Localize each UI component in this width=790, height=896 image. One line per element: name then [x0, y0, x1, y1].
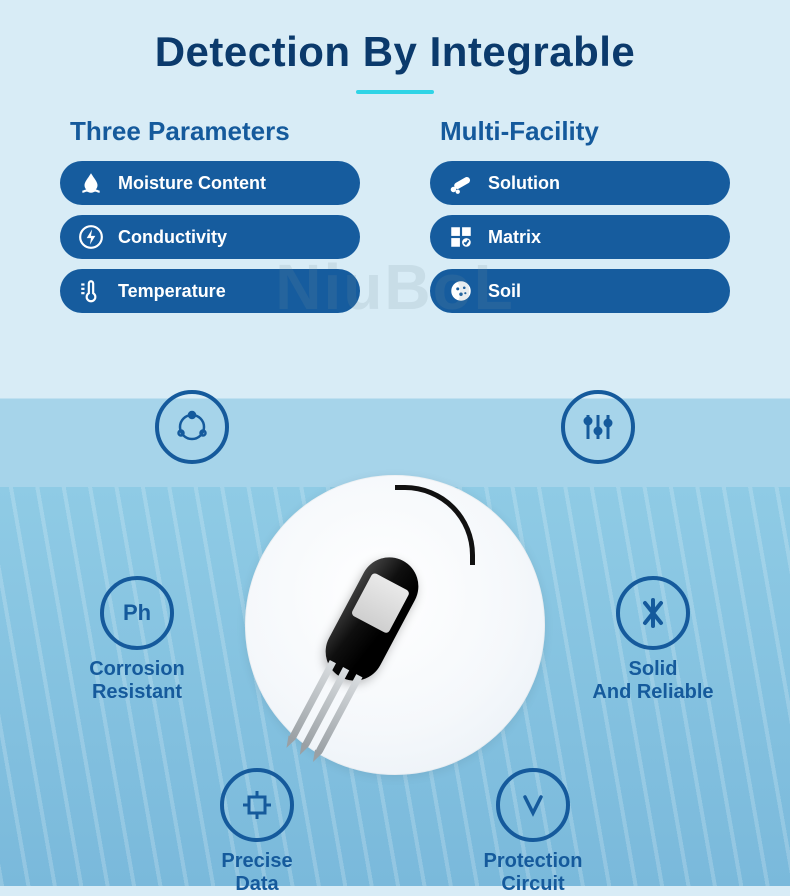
title-underline — [356, 90, 434, 94]
page-title: Detection By Integrable — [0, 0, 790, 76]
columns: Three Parameters Moisture Content Conduc… — [0, 116, 790, 323]
soil-icon — [448, 278, 474, 304]
feature-precise: PreciseData — [172, 768, 342, 896]
left-heading: Three Parameters — [60, 116, 360, 147]
tube-icon — [448, 170, 474, 196]
device-cable — [395, 485, 475, 565]
pill-temperature: Temperature — [60, 269, 360, 313]
pill-label: Conductivity — [118, 227, 227, 248]
feature-caption: ProtectionCircuit — [448, 850, 618, 896]
right-column: Multi-Facility Solution — [430, 116, 730, 323]
page-root: NiuBoL Detection By Integrable Three Par… — [0, 0, 790, 886]
pill-moisture: Moisture Content — [60, 161, 360, 205]
feature-corrosion: Ph CorrosionResistant — [52, 576, 222, 704]
moisture-icon — [78, 170, 104, 196]
thermo-icon — [78, 278, 104, 304]
sliders-icon — [561, 390, 635, 464]
matrix-icon — [448, 224, 474, 250]
bolt-icon — [78, 224, 104, 250]
feature-protection: ProtectionCircuit — [448, 768, 618, 896]
feature-caption: SolidAnd Reliable — [568, 658, 738, 704]
device-body — [315, 547, 428, 691]
right-heading: Multi-Facility — [430, 116, 730, 147]
svg-text:Ph: Ph — [123, 600, 151, 625]
pill-conductivity: Conductivity — [60, 215, 360, 259]
product-circle — [245, 475, 545, 775]
pill-label: Solution — [488, 173, 560, 194]
pill-solution: Solution — [430, 161, 730, 205]
feature-top-left — [142, 390, 242, 472]
left-column: Three Parameters Moisture Content Conduc… — [60, 116, 360, 323]
pill-soil: Soil — [430, 269, 730, 313]
pill-label: Soil — [488, 281, 521, 302]
feature-solid: SolidAnd Reliable — [568, 576, 738, 704]
solid-icon — [616, 576, 690, 650]
feature-caption: CorrosionResistant — [52, 658, 222, 704]
pill-label: Temperature — [118, 281, 226, 302]
product-wrap — [245, 475, 545, 775]
atom-icon — [155, 390, 229, 464]
pill-label: Moisture Content — [118, 173, 266, 194]
device-illustration — [285, 525, 505, 725]
pill-matrix: Matrix — [430, 215, 730, 259]
precise-icon — [220, 768, 294, 842]
ph-icon: Ph — [100, 576, 174, 650]
pill-label: Matrix — [488, 227, 541, 248]
device-label — [351, 572, 411, 634]
protect-icon — [496, 768, 570, 842]
feature-caption: PreciseData — [172, 850, 342, 896]
feature-top-right — [548, 390, 648, 472]
